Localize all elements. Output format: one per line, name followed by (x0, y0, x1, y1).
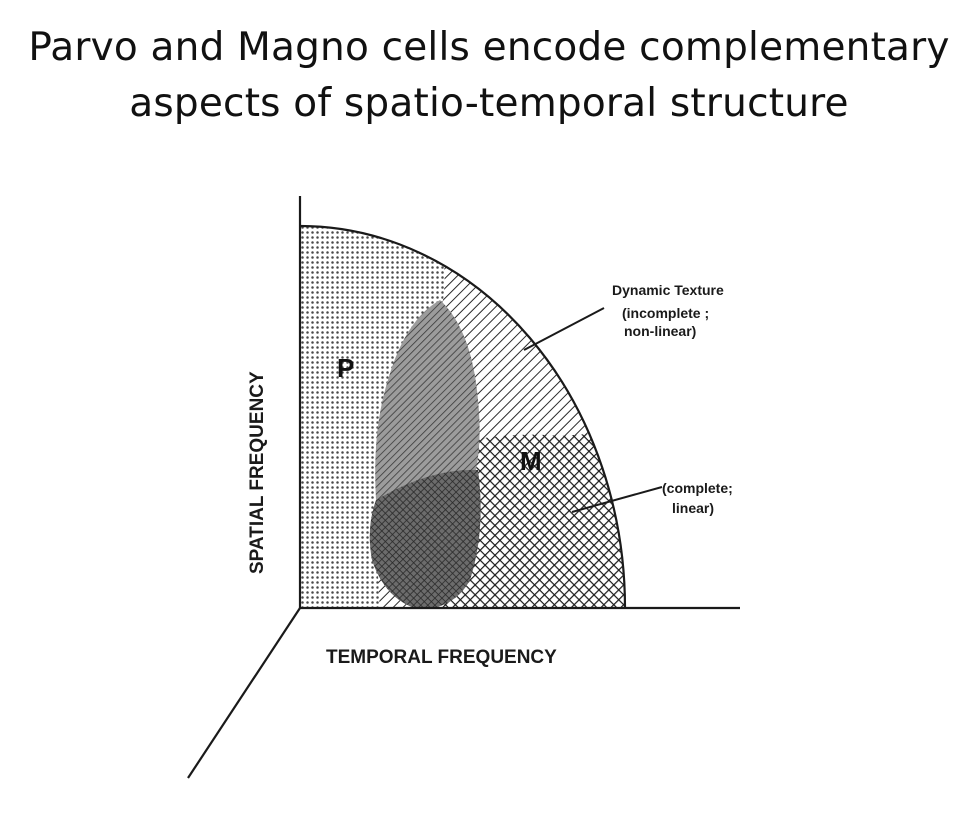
complete-linear-detail-2: linear) (672, 500, 714, 516)
dynamic-texture-title: Dynamic Texture (612, 282, 724, 298)
dynamic-texture-pointer (523, 307, 605, 351)
x-axis-label: TEMPORAL FREQUENCY (326, 647, 557, 668)
frequency-regions (300, 226, 625, 608)
dynamic-texture-detail-2: non-linear) (624, 323, 696, 339)
complete-linear-detail-1: (complete; (662, 480, 733, 496)
dynamic-texture-detail-1: (incomplete ; (622, 305, 709, 321)
y-axis-label: SPATIAL FREQUENCY (247, 371, 268, 574)
complete-linear-pointer (571, 486, 663, 513)
overlap-region-upper (375, 300, 480, 500)
title-line-2: aspects of spatio-temporal structure (129, 81, 849, 126)
frequency-boundary-arc (299, 224, 627, 609)
magno-label: M (520, 446, 542, 476)
parvo-label: P (337, 353, 354, 383)
z-axis-line (187, 607, 301, 779)
title-line-1: Parvo and Magno cells encode complementa… (28, 25, 950, 70)
parvo-region (300, 226, 445, 608)
slide-title: Parvo and Magno cells encode complementa… (0, 20, 978, 132)
overlap-region-lower (369, 469, 481, 608)
